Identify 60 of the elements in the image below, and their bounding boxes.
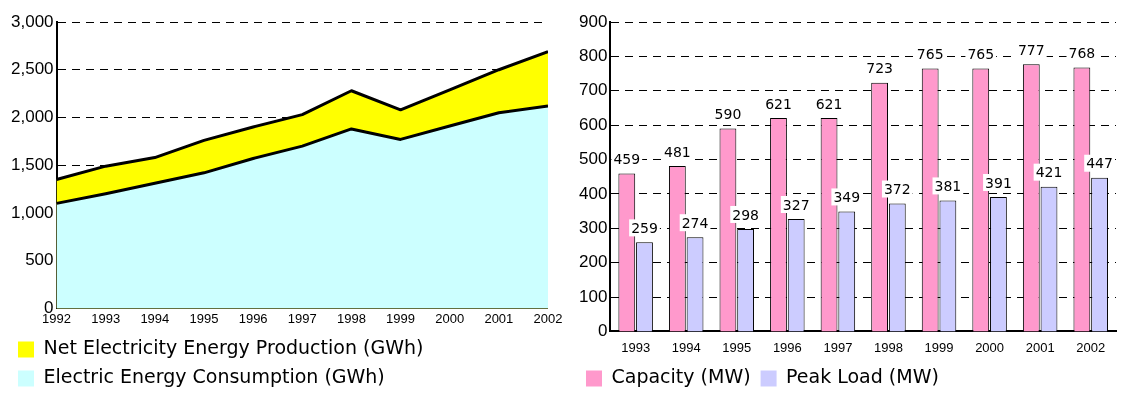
x-tick-label: 2002 <box>1076 339 1106 355</box>
legend-label: Electric Energy Consumption (GWh) <box>43 365 385 388</box>
y-tick-label: 1,000 <box>10 202 54 222</box>
x-tick-label: 1994 <box>140 310 170 326</box>
y-tick-label: 300 <box>578 217 608 237</box>
data-label: 621 <box>765 95 792 112</box>
x-tick-label: 1997 <box>823 339 853 355</box>
x-tick-label: 2001 <box>1025 339 1055 355</box>
y-tick-label: 2,500 <box>10 59 54 79</box>
legend-label: Net Electricity Energy Production (GWh) <box>43 336 424 359</box>
y-tick-label: 200 <box>578 252 608 272</box>
y-tick-label: 500 <box>25 250 54 270</box>
x-tick-label: 1998 <box>874 339 903 355</box>
x-tick-label: 1993 <box>621 339 651 355</box>
y-tick-label: 700 <box>578 80 608 100</box>
x-tick-label: 1997 <box>287 310 317 326</box>
x-tick-label: 1998 <box>336 310 366 326</box>
data-label: 327 <box>782 196 810 213</box>
data-label: 765 <box>967 46 995 63</box>
data-label: 459 <box>613 151 641 168</box>
x-tick-label: 2002 <box>533 310 563 326</box>
data-label: 481 <box>663 143 691 160</box>
y-tick-label: 500 <box>578 149 608 169</box>
y-tick-label: 3,000 <box>10 11 54 31</box>
x-tick-label: 2001 <box>484 310 514 326</box>
legend-label: Peak Load (MW) <box>786 365 939 388</box>
data-label: 590 <box>714 106 742 123</box>
data-label: 298 <box>732 206 759 223</box>
x-tick-label: 1996 <box>238 310 268 326</box>
data-label: 447 <box>1086 155 1113 172</box>
y-tick-label: 100 <box>578 286 608 306</box>
data-label: 777 <box>1017 41 1045 58</box>
data-label: 391 <box>985 174 1012 191</box>
x-tick-label: 1999 <box>924 339 954 355</box>
data-label: 349 <box>833 189 861 206</box>
x-tick-label: 2000 <box>435 310 465 326</box>
legend-label: Capacity (MW) <box>611 365 751 388</box>
x-tick-label: 1996 <box>772 339 802 355</box>
data-label: 723 <box>866 60 893 77</box>
data-label: 381 <box>934 178 962 195</box>
x-tick-label: 1994 <box>671 339 701 355</box>
data-label: 621 <box>815 95 843 112</box>
x-tick-label: 1999 <box>386 310 416 326</box>
data-label: 259 <box>631 220 658 236</box>
y-tick-label: 1,500 <box>10 154 54 174</box>
x-tick-label: 1995 <box>722 339 752 355</box>
y-tick-label: 600 <box>578 114 608 134</box>
x-tick-label: 1995 <box>189 310 219 326</box>
x-tick-label: 1993 <box>91 310 121 326</box>
data-label: 421 <box>1035 164 1063 181</box>
y-tick-label: 900 <box>578 11 608 31</box>
data-label: 372 <box>883 181 911 198</box>
y-tick-label: 0 <box>597 321 608 341</box>
data-label: 768 <box>1068 45 1096 62</box>
y-tick-label: 400 <box>578 183 608 203</box>
y-tick-label: 800 <box>578 46 608 66</box>
x-tick-label: 2000 <box>975 339 1005 355</box>
data-label: 274 <box>681 214 709 231</box>
data-label: 765 <box>916 46 944 63</box>
y-tick-label: 2,000 <box>10 107 54 127</box>
